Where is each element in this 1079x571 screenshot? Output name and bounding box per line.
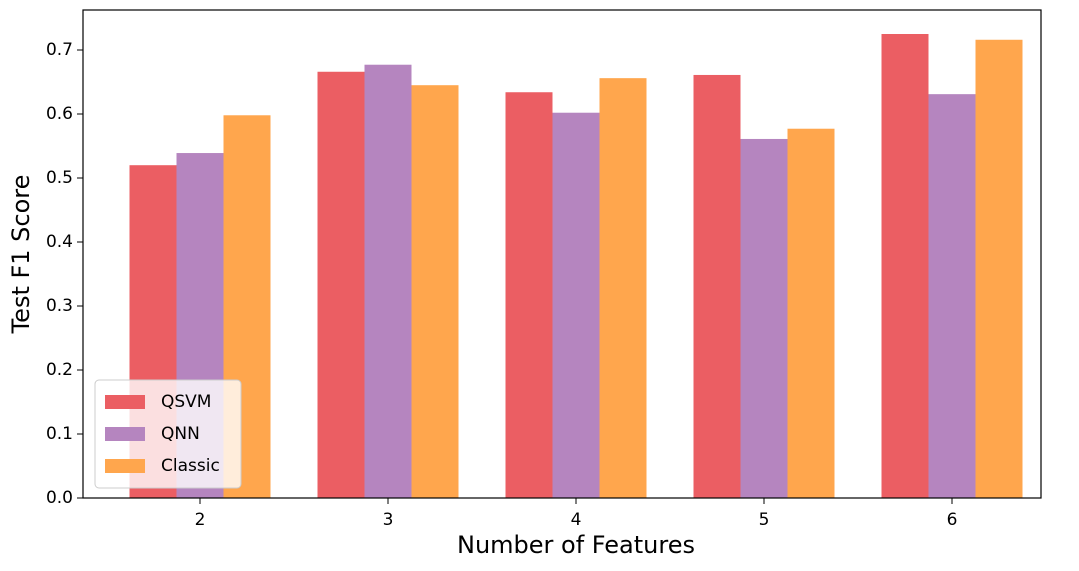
legend-label: QNN: [161, 424, 200, 444]
x-tick-label: 3: [383, 510, 394, 530]
y-tick-label: 0.5: [46, 168, 73, 188]
bar: [364, 64, 412, 498]
y-tick-label: 0.0: [46, 488, 73, 508]
legend-label: QSVM: [161, 392, 211, 412]
legend-swatch: [105, 395, 145, 409]
x-tick-label: 4: [571, 510, 582, 530]
plot-frame: [82, 9, 1042, 499]
bar: [317, 71, 365, 498]
x-tick-label: 6: [947, 510, 958, 530]
y-tick-label: 0.1: [46, 424, 73, 444]
bar: [411, 85, 459, 498]
y-tick-label: 0.4: [46, 232, 73, 252]
legend-swatch: [105, 459, 145, 473]
bar: [599, 78, 647, 498]
bar: [928, 94, 976, 498]
legend-swatch: [105, 427, 145, 441]
y-axis-label: Test F1 Score: [7, 175, 35, 335]
bar: [505, 92, 553, 499]
x-tick-label: 5: [759, 510, 770, 530]
y-tick-label: 0.2: [46, 360, 73, 380]
bar: [975, 39, 1023, 498]
bar: [740, 138, 788, 498]
bar: [693, 74, 741, 499]
bar: [787, 128, 835, 498]
x-axis-label: Number of Features: [457, 531, 695, 559]
legend-label: Classic: [161, 456, 220, 476]
x-tick-label: 2: [195, 510, 206, 530]
bar: [552, 112, 600, 498]
y-tick-label: 0.6: [46, 104, 73, 124]
bar: [881, 34, 929, 498]
y-tick-label: 0.7: [46, 40, 73, 60]
y-tick-label: 0.3: [46, 296, 73, 316]
